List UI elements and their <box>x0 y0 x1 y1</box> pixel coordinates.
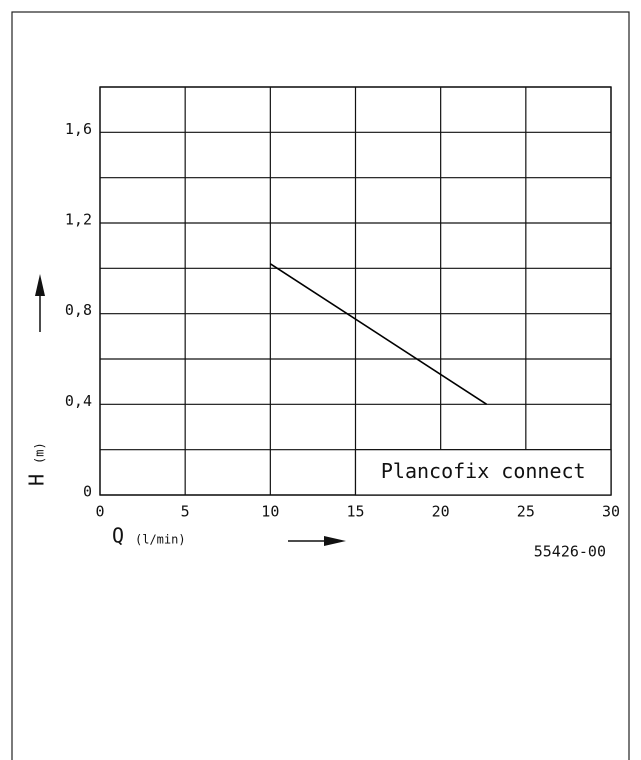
y-tick-label: 1,6 <box>65 120 92 138</box>
y-unit: (m) <box>33 442 47 464</box>
x-tick-label: 20 <box>432 503 450 521</box>
x-tick-label: 30 <box>602 503 620 521</box>
x-tick-label: 0 <box>95 503 104 521</box>
legend-label: Plancofix connect <box>381 459 586 483</box>
x-tick-label: 10 <box>261 503 279 521</box>
y-tick-label: 1,2 <box>65 211 92 229</box>
x-arrow <box>288 536 346 546</box>
x-symbol: Q <box>112 524 124 548</box>
y-arrow <box>35 274 45 332</box>
frame <box>11 11 630 760</box>
y-tick-label: 0,8 <box>65 301 92 319</box>
y-tick-label: 0 <box>83 483 92 501</box>
x-unit: (l/min) <box>135 533 186 547</box>
y-symbol: H <box>25 474 49 486</box>
x-tick-label: 15 <box>346 503 364 521</box>
curve <box>269 263 488 406</box>
y-tick-label: 0,4 <box>65 392 92 410</box>
x-tick-label: 25 <box>517 503 535 521</box>
code: 55426-00 <box>534 543 606 561</box>
legend-box <box>354 449 612 496</box>
x-tick-label: 5 <box>181 503 190 521</box>
